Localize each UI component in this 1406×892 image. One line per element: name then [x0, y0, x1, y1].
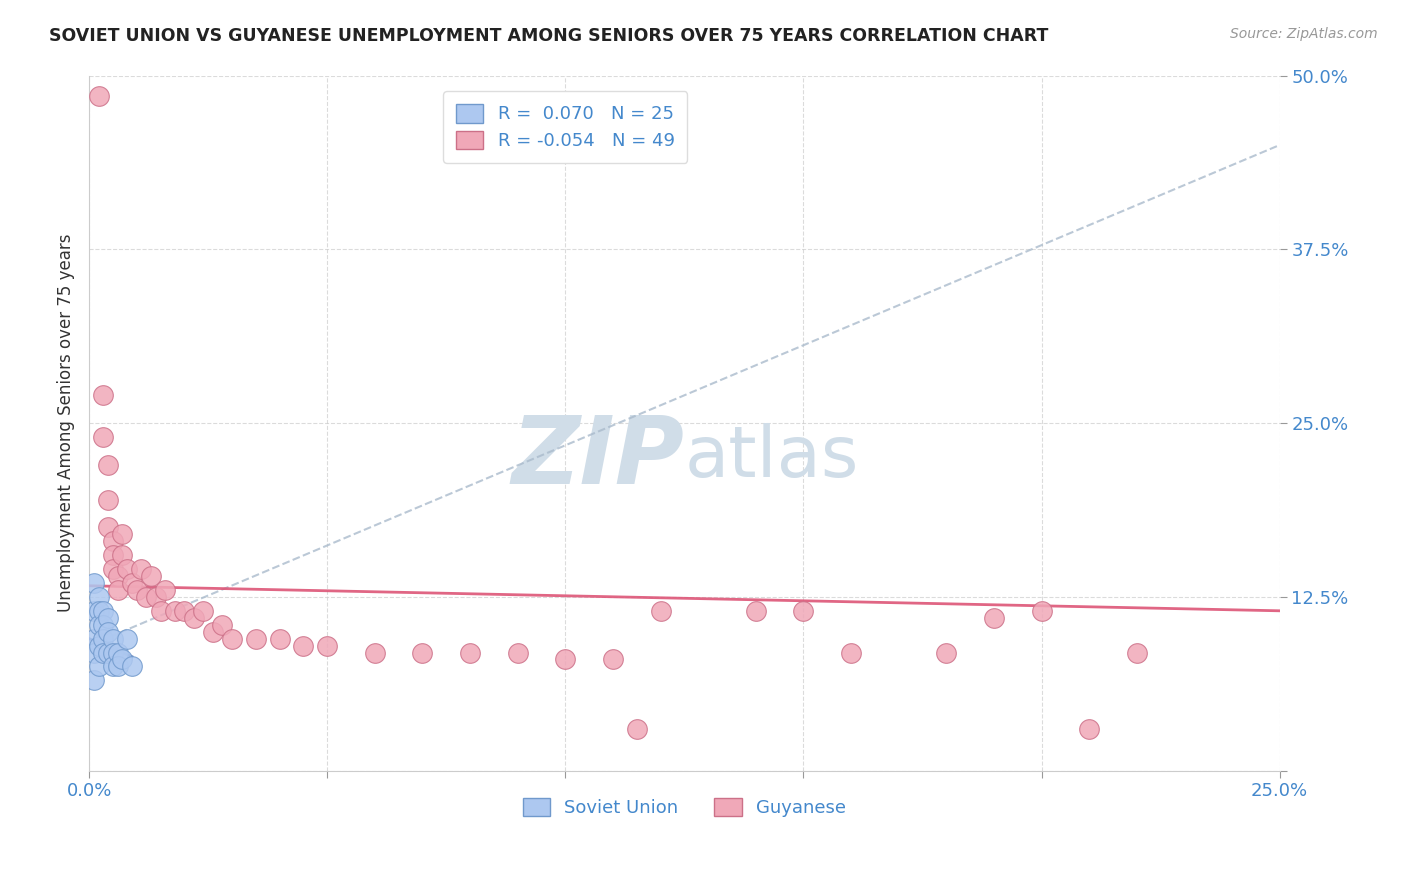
Point	[97, 520, 120, 534]
Point	[364, 646, 387, 660]
Point	[97, 646, 120, 660]
Point	[115, 632, 138, 646]
Point	[935, 646, 957, 660]
Point	[121, 576, 143, 591]
Point	[201, 624, 224, 639]
Point	[135, 590, 157, 604]
Text: SOVIET UNION VS GUYANESE UNEMPLOYMENT AMONG SENIORS OVER 75 YEARS CORRELATION CH: SOVIET UNION VS GUYANESE UNEMPLOYMENT AM…	[49, 27, 1049, 45]
Point	[87, 659, 110, 673]
Point	[983, 611, 1005, 625]
Point	[269, 632, 291, 646]
Point	[107, 659, 129, 673]
Point	[121, 659, 143, 673]
Point	[155, 582, 177, 597]
Point	[163, 604, 186, 618]
Point	[93, 646, 115, 660]
Point	[83, 646, 105, 660]
Point	[93, 632, 115, 646]
Point	[97, 492, 120, 507]
Point	[792, 604, 814, 618]
Point	[745, 604, 768, 618]
Point	[107, 646, 129, 660]
Point	[93, 430, 115, 444]
Point	[101, 548, 124, 562]
Point	[650, 604, 672, 618]
Point	[626, 722, 648, 736]
Point	[149, 604, 172, 618]
Point	[111, 652, 134, 666]
Point	[602, 652, 624, 666]
Point	[111, 548, 134, 562]
Point	[245, 632, 267, 646]
Point	[506, 646, 529, 660]
Point	[101, 646, 124, 660]
Point	[93, 617, 115, 632]
Point	[554, 652, 576, 666]
Text: Source: ZipAtlas.com: Source: ZipAtlas.com	[1230, 27, 1378, 41]
Point	[83, 673, 105, 688]
Point	[458, 646, 481, 660]
Text: ZIP: ZIP	[512, 412, 685, 504]
Point	[101, 632, 124, 646]
Point	[111, 527, 134, 541]
Point	[87, 639, 110, 653]
Point	[125, 582, 148, 597]
Point	[83, 632, 105, 646]
Point	[101, 534, 124, 549]
Point	[292, 639, 315, 653]
Legend: Soviet Union, Guyanese: Soviet Union, Guyanese	[516, 790, 853, 824]
Point	[101, 659, 124, 673]
Point	[193, 604, 215, 618]
Point	[107, 582, 129, 597]
Point	[1078, 722, 1101, 736]
Point	[1126, 646, 1149, 660]
Point	[93, 388, 115, 402]
Point	[145, 590, 167, 604]
Point	[411, 646, 433, 660]
Text: atlas: atlas	[685, 424, 859, 492]
Point	[211, 617, 233, 632]
Point	[107, 569, 129, 583]
Point	[115, 562, 138, 576]
Point	[83, 576, 105, 591]
Point	[83, 604, 105, 618]
Point	[97, 624, 120, 639]
Point	[173, 604, 195, 618]
Point	[316, 639, 339, 653]
Point	[87, 604, 110, 618]
Point	[97, 611, 120, 625]
Point	[101, 562, 124, 576]
Point	[87, 89, 110, 103]
Point	[93, 604, 115, 618]
Point	[139, 569, 162, 583]
Point	[87, 590, 110, 604]
Point	[87, 617, 110, 632]
Point	[183, 611, 205, 625]
Point	[1031, 604, 1053, 618]
Point	[97, 458, 120, 472]
Point	[221, 632, 243, 646]
Y-axis label: Unemployment Among Seniors over 75 years: Unemployment Among Seniors over 75 years	[58, 234, 75, 612]
Point	[839, 646, 862, 660]
Point	[131, 562, 153, 576]
